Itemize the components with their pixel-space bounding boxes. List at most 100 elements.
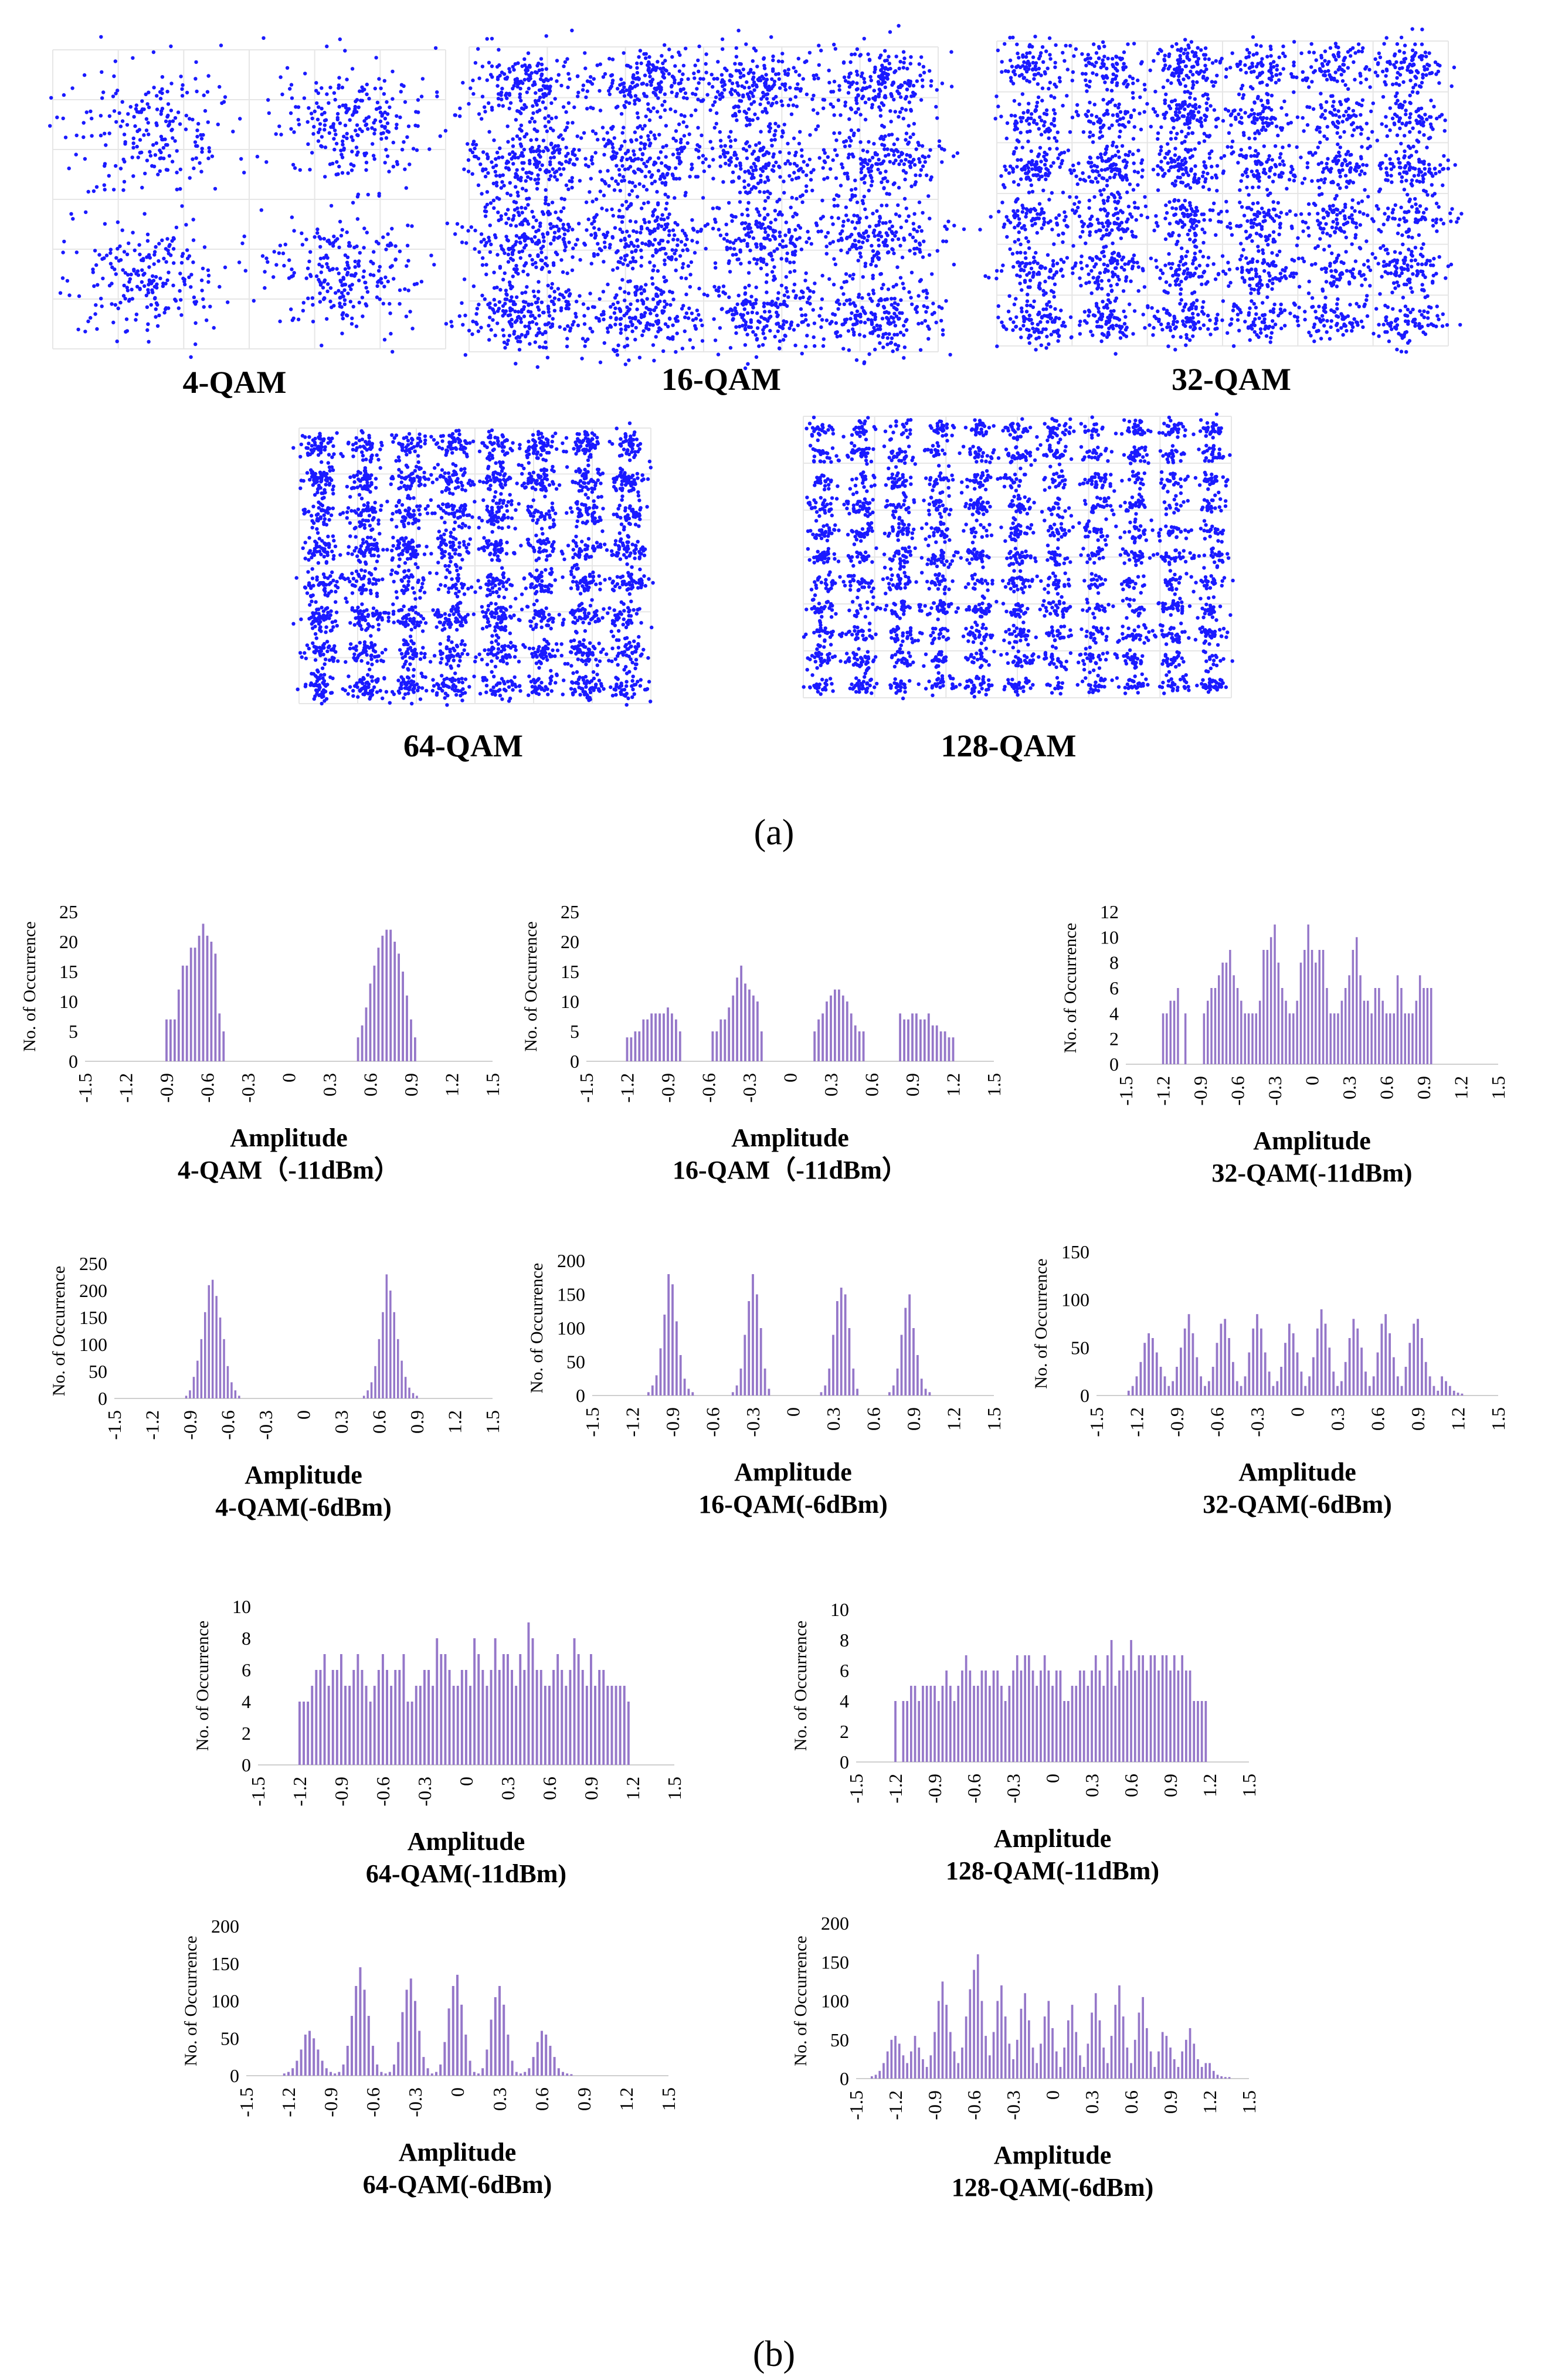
scatter-point bbox=[850, 52, 854, 57]
scatter-point bbox=[746, 226, 751, 231]
scatter-point bbox=[684, 191, 688, 195]
scatter-point bbox=[853, 193, 857, 198]
scatter-point bbox=[1406, 307, 1410, 312]
scatter-point bbox=[347, 240, 351, 245]
scatter-point bbox=[795, 164, 799, 168]
scatter-point bbox=[462, 167, 466, 171]
scatter-point bbox=[310, 116, 314, 121]
scatter-point bbox=[102, 183, 106, 187]
scatter-point bbox=[516, 193, 520, 198]
scatter-point bbox=[681, 96, 686, 100]
scatter-point bbox=[529, 138, 533, 142]
scatter-point bbox=[526, 51, 531, 55]
scatter-point bbox=[166, 249, 170, 253]
scatter-point bbox=[877, 243, 881, 247]
scatter-point bbox=[618, 307, 622, 312]
scatter-point bbox=[506, 208, 510, 212]
scatter-point bbox=[1354, 301, 1359, 306]
scatter-point bbox=[1032, 299, 1036, 303]
scatter-point bbox=[361, 275, 365, 279]
scatter-point bbox=[791, 103, 796, 107]
scatter-point bbox=[749, 176, 754, 181]
scatter-point bbox=[851, 322, 856, 327]
scatter-point bbox=[341, 103, 345, 107]
scatter-point bbox=[92, 284, 96, 288]
scatter-point bbox=[783, 69, 787, 73]
scatter-point bbox=[861, 176, 865, 181]
scatter-point bbox=[403, 287, 407, 291]
scatter-point bbox=[686, 77, 690, 81]
scatter-point bbox=[1322, 247, 1326, 252]
scatter-point bbox=[536, 297, 540, 301]
scatter-point bbox=[1248, 283, 1252, 287]
scatter-point bbox=[734, 164, 738, 168]
scatter-point bbox=[1238, 67, 1243, 72]
scatter-point bbox=[620, 155, 624, 160]
scatter-point bbox=[338, 219, 342, 224]
scatter-point bbox=[318, 300, 322, 304]
scatter-point bbox=[95, 327, 99, 331]
scatter-point bbox=[766, 213, 770, 217]
scatter-point bbox=[385, 121, 390, 125]
scatter-point bbox=[611, 145, 615, 150]
scatter-point bbox=[1040, 86, 1045, 90]
scatter-point bbox=[125, 252, 130, 256]
scatter-point bbox=[898, 330, 903, 335]
scatter-point bbox=[563, 245, 568, 249]
scatter-point bbox=[582, 131, 586, 135]
scatter-point bbox=[901, 281, 905, 286]
scatter-point bbox=[565, 344, 569, 349]
scatter-point bbox=[365, 290, 370, 294]
scatter-point bbox=[535, 242, 539, 246]
scatter-point bbox=[769, 138, 774, 142]
scatter-point bbox=[623, 327, 628, 332]
scatter-point bbox=[383, 125, 387, 129]
scatter-point bbox=[940, 82, 945, 86]
scatter-point bbox=[634, 248, 638, 252]
scatter-point bbox=[353, 265, 357, 269]
scatter-point bbox=[201, 133, 205, 137]
scatter-point bbox=[993, 117, 997, 121]
scatter-point bbox=[570, 179, 574, 184]
scatter-point bbox=[647, 144, 652, 148]
scatter-point bbox=[492, 206, 496, 210]
scatter-point bbox=[749, 294, 753, 298]
scatter-point bbox=[900, 107, 904, 111]
scatter-point bbox=[626, 280, 630, 284]
scatter-point bbox=[911, 90, 915, 94]
scatter-point bbox=[898, 243, 902, 248]
scatter-point bbox=[792, 171, 796, 175]
scatter-point bbox=[641, 301, 646, 306]
scatter-point bbox=[812, 290, 816, 294]
scatter-point bbox=[543, 124, 548, 128]
scatter-point bbox=[611, 302, 616, 307]
scatter-point bbox=[834, 331, 838, 335]
scatter-point bbox=[316, 139, 321, 143]
scatter-point bbox=[691, 345, 695, 350]
scatter-point bbox=[779, 283, 784, 288]
scatter-point bbox=[761, 153, 766, 158]
scatter-point bbox=[863, 264, 867, 269]
scatter-point bbox=[788, 162, 792, 166]
scatter-point bbox=[385, 112, 390, 116]
scatter-point bbox=[385, 129, 389, 133]
scatter-point bbox=[192, 166, 196, 171]
scatter-point bbox=[929, 175, 933, 179]
scatter-point bbox=[675, 223, 680, 227]
scatter-point bbox=[787, 151, 792, 155]
scatter-point bbox=[325, 256, 330, 260]
scatter-point bbox=[492, 138, 496, 142]
scatter-point bbox=[568, 292, 572, 296]
scatter-point bbox=[318, 256, 323, 261]
scatter-point bbox=[609, 325, 613, 329]
scatter-point bbox=[578, 179, 582, 183]
scatter-point bbox=[867, 140, 871, 144]
scatter-point bbox=[570, 28, 574, 33]
scatter-point bbox=[306, 142, 310, 146]
scatter-point bbox=[881, 304, 886, 309]
scatter-point bbox=[882, 147, 887, 151]
scatter-point bbox=[833, 262, 838, 267]
scatter-point bbox=[1154, 259, 1158, 263]
scatter-point bbox=[928, 216, 932, 220]
scatter-point bbox=[165, 143, 169, 147]
